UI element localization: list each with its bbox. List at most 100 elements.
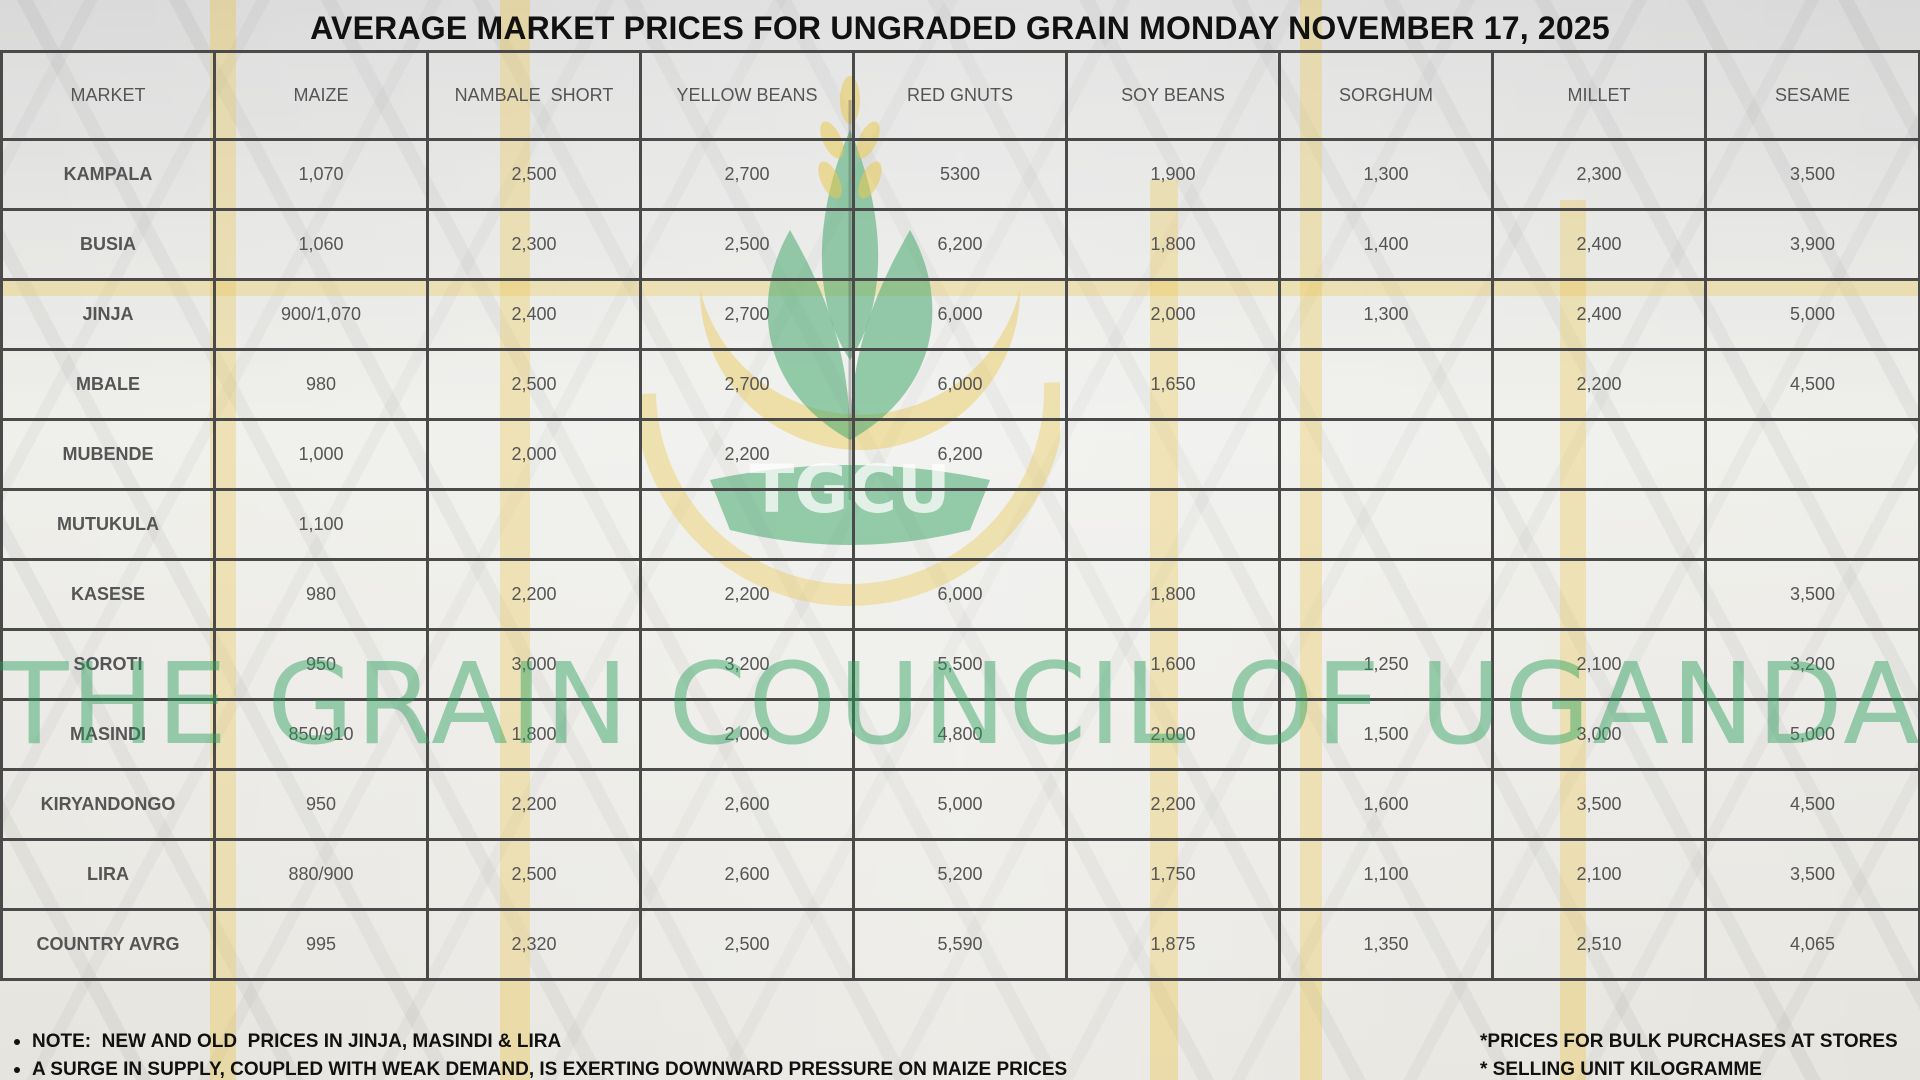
price-cell: 4,800 <box>852 698 1068 771</box>
price-cell: 1,600 <box>1278 768 1494 841</box>
market-name-cell: JINJA <box>0 278 216 351</box>
price-cell: 880/900 <box>213 838 429 911</box>
market-name-cell: KIRYANDONGO <box>0 768 216 841</box>
price-cell: 1,300 <box>1278 138 1494 211</box>
price-table: MARKET MAIZE NAMBALE SHORT YELLOW BEANS … <box>0 50 1920 981</box>
price-cell: 2,500 <box>639 908 855 981</box>
price-cell <box>1065 488 1281 561</box>
table-row: MUBENDE 1,000 2,000 2,200 6,200 <box>0 418 1920 491</box>
column-header: RED GNUTS <box>852 50 1068 141</box>
note-text: *PRICES FOR BULK PURCHASES AT STORES <box>1480 1031 1898 1052</box>
price-cell: 2,200 <box>639 558 855 631</box>
table-header-row: MARKET MAIZE NAMBALE SHORT YELLOW BEANS … <box>0 50 1920 141</box>
price-cell: 1,900 <box>1065 138 1281 211</box>
price-cell: 2,320 <box>426 908 642 981</box>
notes-right: *PRICES FOR BULK PURCHASES AT STORES * S… <box>1480 1028 1898 1080</box>
column-header: MILLET <box>1491 50 1707 141</box>
price-cell: 3,500 <box>1704 138 1920 211</box>
price-cell: 4,500 <box>1704 348 1920 421</box>
price-cell <box>426 488 642 561</box>
price-cell: 1,060 <box>213 208 429 281</box>
price-cell: 2,700 <box>639 278 855 351</box>
price-cell: 6,200 <box>852 418 1068 491</box>
price-cell: 980 <box>213 558 429 631</box>
price-cell: 850/910 <box>213 698 429 771</box>
column-header: SORGHUM <box>1278 50 1494 141</box>
price-cell: 4,065 <box>1704 908 1920 981</box>
price-cell: 1,800 <box>1065 208 1281 281</box>
market-name-cell: COUNTRY AVRG <box>0 908 216 981</box>
table-row: JINJA 900/1,070 2,400 2,700 6,000 2,000 1,300 2… <box>0 278 1920 351</box>
price-cell: 6,000 <box>852 348 1068 421</box>
bullet-icon <box>14 1038 20 1045</box>
note-item: NOTE: NEW AND OLD PRICES IN JINJA, MASIN… <box>14 1028 1067 1056</box>
price-cell: 1,250 <box>1278 628 1494 701</box>
price-cell: 1,500 <box>1278 698 1494 771</box>
table-row: KIRYANDONGO 950 2,200 2,600 5,000 2,200 1,600 3… <box>0 768 1920 841</box>
price-cell: 4,500 <box>1704 768 1920 841</box>
table-row: LIRA 880/900 2,500 2,600 5,200 1,750 1,100 2,10… <box>0 838 1920 911</box>
price-cell <box>639 488 855 561</box>
price-cell <box>1491 488 1707 561</box>
price-cell: 1,100 <box>213 488 429 561</box>
price-cell: 2,600 <box>639 838 855 911</box>
price-cell: 3,900 <box>1704 208 1920 281</box>
column-header: SESAME <box>1704 50 1920 141</box>
price-cell: 1,300 <box>1278 278 1494 351</box>
price-cell: 950 <box>213 768 429 841</box>
price-cell: 3,200 <box>639 628 855 701</box>
price-cell: 2,500 <box>639 208 855 281</box>
price-cell: 995 <box>213 908 429 981</box>
note-item: A SURGE IN SUPPLY, COUPLED WITH WEAK DEM… <box>14 1056 1067 1080</box>
price-cell <box>1704 418 1920 491</box>
price-cell: 6,000 <box>852 558 1068 631</box>
table-row: KASESE 980 2,200 2,200 6,000 1,800 3,500 <box>0 558 1920 631</box>
price-cell: 2,500 <box>426 138 642 211</box>
price-cell: 2,000 <box>639 698 855 771</box>
table-row: BUSIA 1,060 2,300 2,500 6,200 1,800 1,400 2,400… <box>0 208 1920 281</box>
market-name-cell: KAMPALA <box>0 138 216 211</box>
price-cell <box>1278 418 1494 491</box>
price-cell: 2,700 <box>639 348 855 421</box>
page-title: AVERAGE MARKET PRICES FOR UNGRADED GRAIN… <box>310 10 1610 46</box>
column-header: NAMBALE SHORT <box>426 50 642 141</box>
price-cell: 2,000 <box>1065 278 1281 351</box>
price-cell: 950 <box>213 628 429 701</box>
price-cell: 900/1,070 <box>213 278 429 351</box>
price-cell: 5300 <box>852 138 1068 211</box>
price-cell: 2,200 <box>426 558 642 631</box>
price-cell: 1,000 <box>213 418 429 491</box>
price-cell <box>852 488 1068 561</box>
price-cell: 6,200 <box>852 208 1068 281</box>
price-cell: 5,000 <box>852 768 1068 841</box>
market-name-cell: KASESE <box>0 558 216 631</box>
column-header: MARKET <box>0 50 216 141</box>
price-cell: 2,100 <box>1491 838 1707 911</box>
price-cell: 5,200 <box>852 838 1068 911</box>
price-cell: 2,400 <box>426 278 642 351</box>
column-header: MAIZE <box>213 50 429 141</box>
table-row: COUNTRY AVRG 995 2,320 2,500 5,590 1,875 1,350… <box>0 908 1920 981</box>
price-cell: 2,500 <box>426 838 642 911</box>
market-name-cell: MASINDI <box>0 698 216 771</box>
price-cell: 2,400 <box>1491 208 1707 281</box>
market-name-cell: MBALE <box>0 348 216 421</box>
price-cell: 2,510 <box>1491 908 1707 981</box>
note-text: A SURGE IN SUPPLY, COUPLED WITH WEAK DEM… <box>32 1059 1068 1080</box>
price-cell: 2,000 <box>1065 698 1281 771</box>
price-cell: 5,500 <box>852 628 1068 701</box>
price-cell: 1,350 <box>1278 908 1494 981</box>
price-cell: 1,750 <box>1065 838 1281 911</box>
note-text: * SELLING UNIT KILOGRAMME <box>1480 1059 1762 1080</box>
table-row: SOROTI 950 3,000 3,200 5,500 1,600 1,250 2,100 3… <box>0 628 1920 701</box>
price-cell: 2,200 <box>1491 348 1707 421</box>
price-cell <box>1278 558 1494 631</box>
price-cell: 3,000 <box>1491 698 1707 771</box>
price-cell <box>1278 488 1494 561</box>
table-row: MASINDI 850/910 1,800 2,000 4,800 2,000 1,500 3… <box>0 698 1920 771</box>
price-cell: 2,700 <box>639 138 855 211</box>
market-name-cell: BUSIA <box>0 208 216 281</box>
price-cell: 1,875 <box>1065 908 1281 981</box>
price-cell <box>1704 488 1920 561</box>
